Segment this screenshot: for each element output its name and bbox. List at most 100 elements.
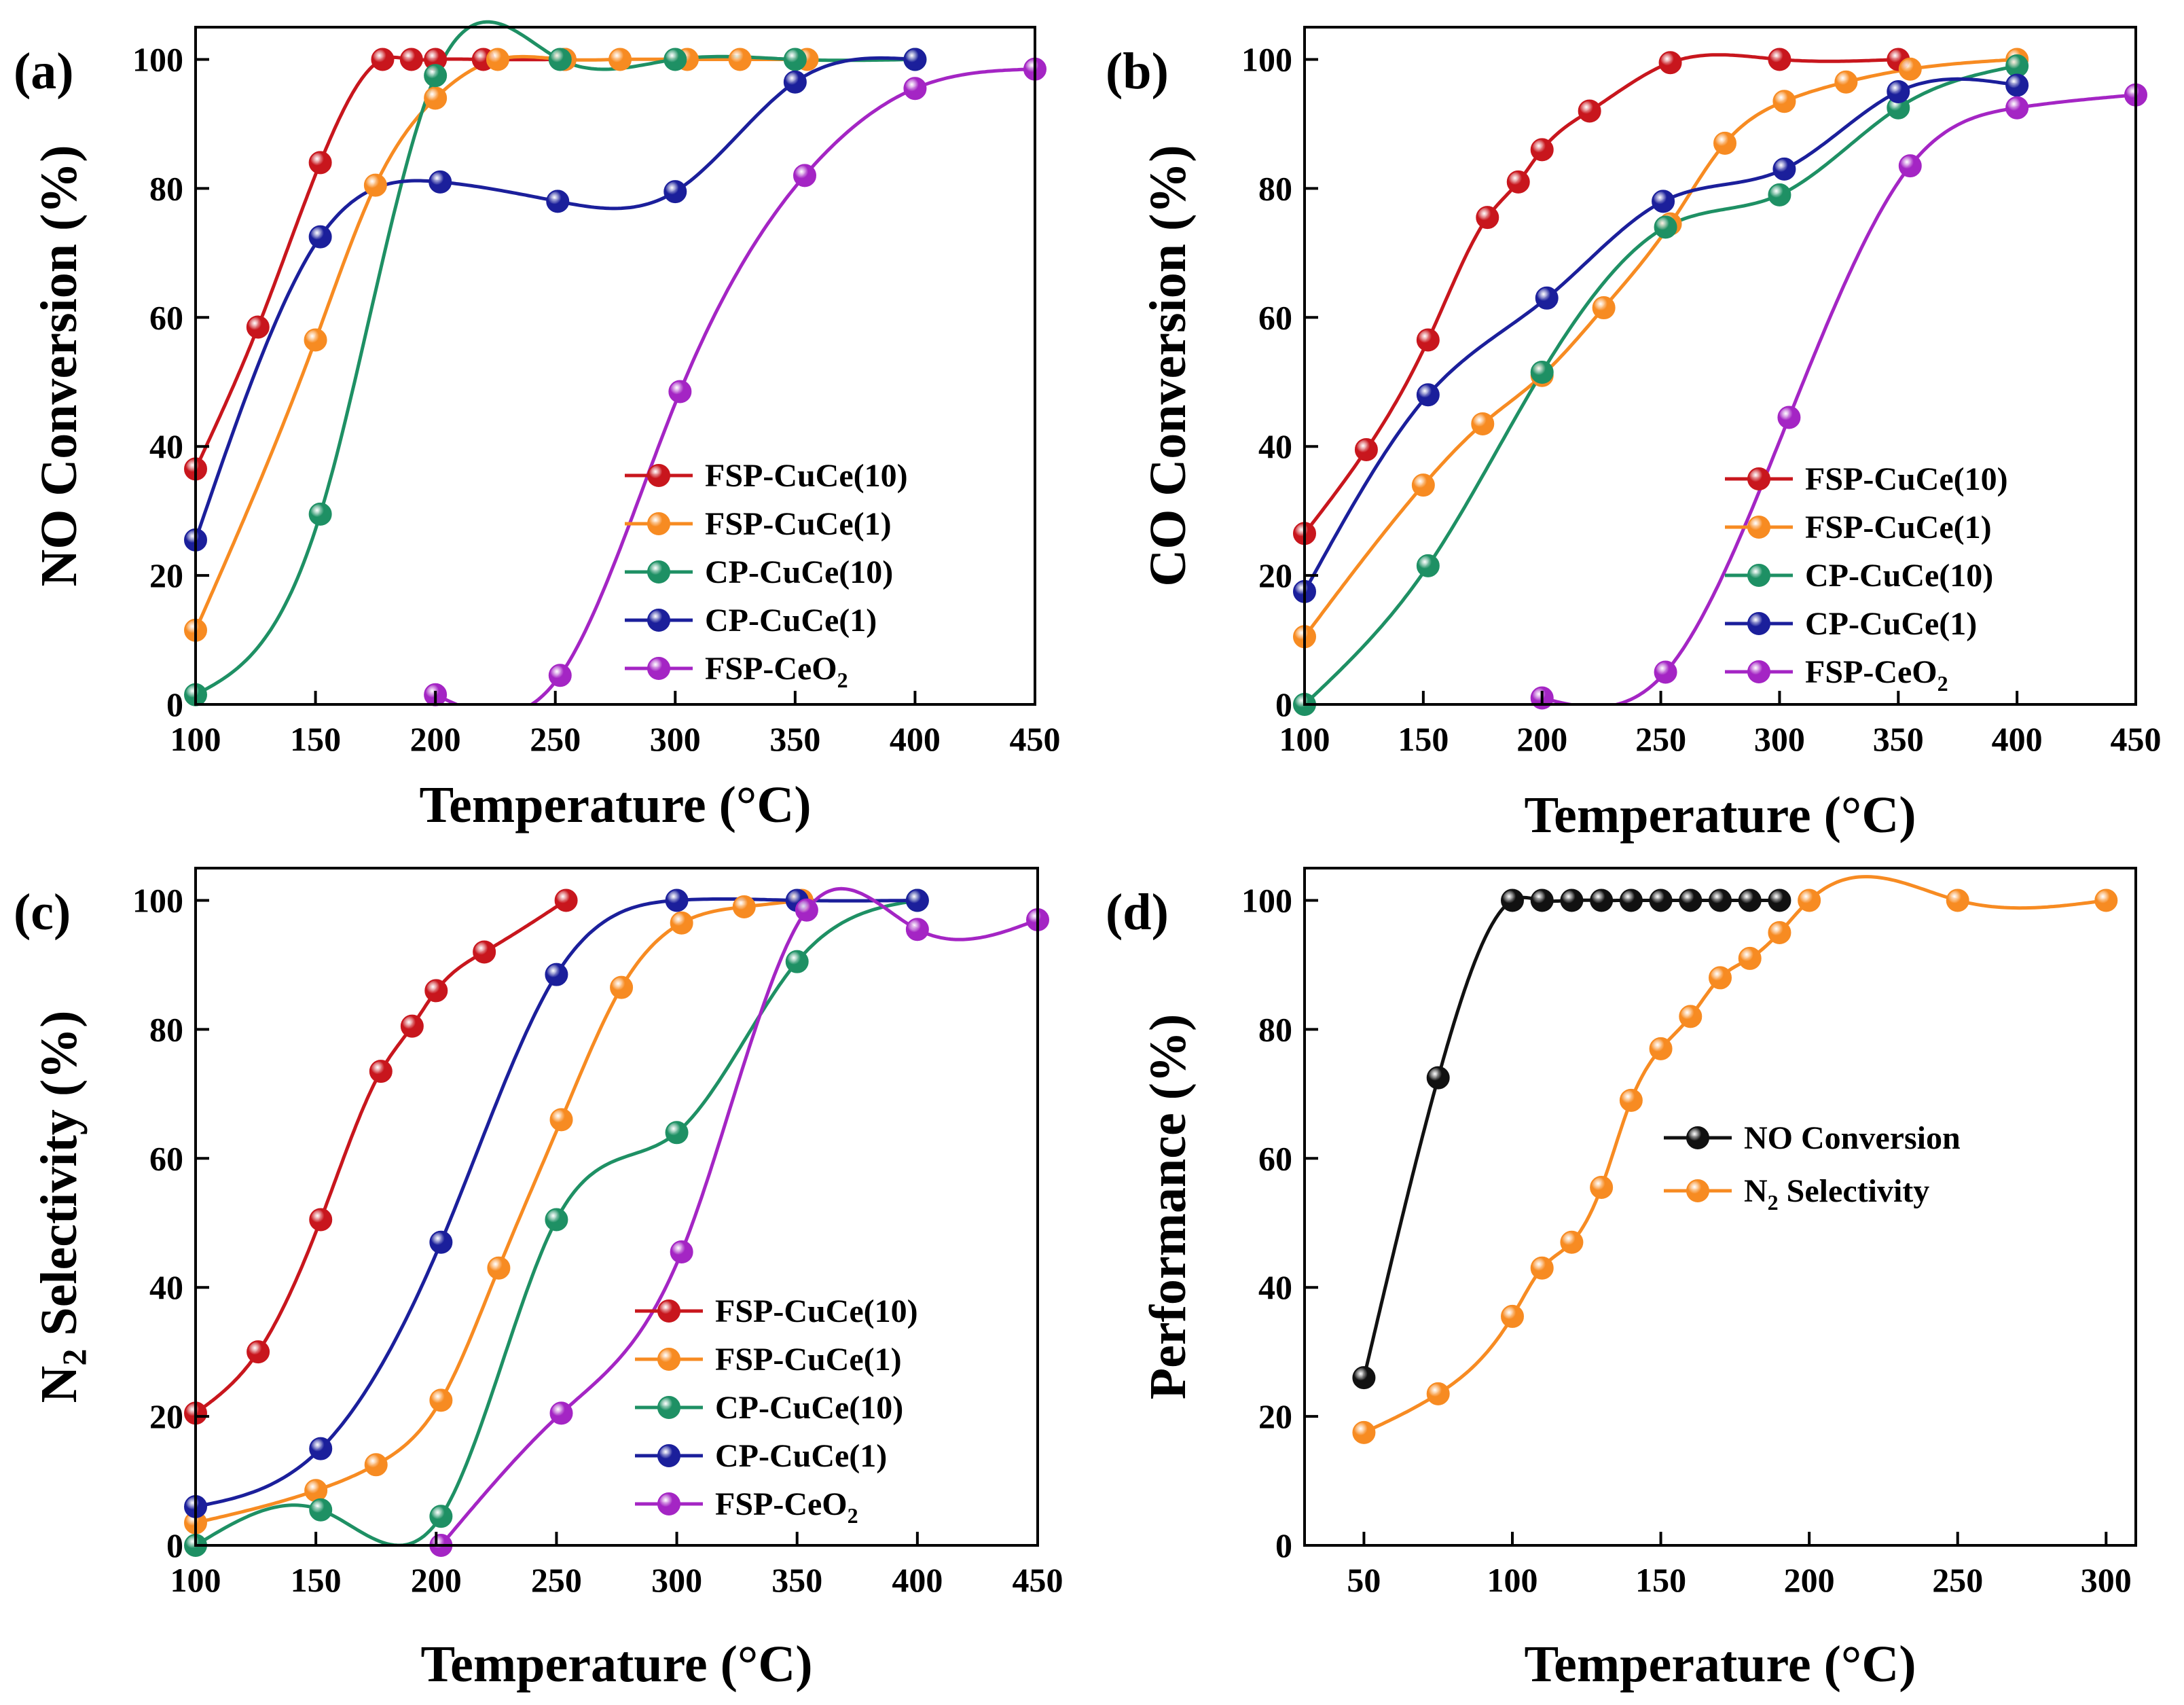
y-tick-label: 80	[149, 1010, 183, 1048]
data-point	[1898, 57, 1922, 81]
x-tick-label: 300	[2081, 1561, 2132, 1599]
x-tick-label: 450	[2111, 720, 2162, 758]
legend-label: FSP-CuCe(1)	[705, 506, 892, 542]
data-point	[1772, 90, 1796, 113]
data-point	[1560, 889, 1584, 912]
legend-marker	[1747, 564, 1770, 587]
data-point	[1506, 170, 1530, 194]
x-tick-label: 50	[1347, 1561, 1381, 1599]
data-point	[1713, 131, 1736, 155]
data-point	[429, 1388, 453, 1412]
data-point	[308, 225, 332, 249]
series-line-FSP-CeO	[439, 886, 1038, 1545]
data-point	[429, 1505, 453, 1528]
x-tick-label: 200	[411, 1561, 462, 1599]
data-point	[308, 502, 332, 526]
data-point	[549, 1401, 573, 1425]
data-point	[905, 918, 929, 941]
legend-subscript: 2	[848, 1503, 858, 1528]
data-point	[665, 1121, 689, 1145]
legend-label: FSP-CuCe(1)	[1805, 509, 1992, 545]
legend-label: CP-CuCe(1)	[715, 1438, 887, 1474]
data-point	[1426, 1382, 1450, 1405]
x-tick-label: 450	[1013, 1561, 1063, 1599]
data-point	[1530, 889, 1554, 912]
y-title-part: N	[31, 1366, 88, 1403]
x-axis-title: Temperature (°C)	[419, 776, 811, 833]
data-point	[554, 889, 578, 912]
data-point	[1777, 406, 1801, 429]
legend-part: Selectivity	[1779, 1173, 1930, 1209]
data-point	[548, 664, 572, 687]
data-point	[793, 164, 816, 187]
legend-marker	[647, 464, 670, 487]
panel-d: 50 100 150 200 250 300 0 20 40 60 80 100 (d) Temperat…	[1106, 867, 2137, 1693]
y-tick-label: 40	[1258, 427, 1292, 465]
plot-frame	[194, 26, 1036, 706]
legend-part: CP-CuCe(1)	[715, 1438, 887, 1474]
x-tick-label: 250	[1635, 720, 1686, 758]
series-line-CP-CuCe(10)	[196, 20, 915, 696]
x-tick-label: 400	[892, 1561, 943, 1599]
legend-marker	[1686, 1126, 1709, 1149]
data-point	[1578, 99, 1601, 123]
data-point	[1354, 437, 1378, 461]
legend-part: FSP-CeO	[1805, 654, 1937, 690]
x-tick-label: 250	[531, 1561, 582, 1599]
legend-marker	[657, 1492, 680, 1515]
legend-part: FSP-CuCe(1)	[1805, 509, 1992, 545]
data-point	[546, 190, 570, 213]
panel-label: (a)	[14, 43, 74, 100]
data-point	[1619, 889, 1643, 912]
legend-part: FSP-CuCe(1)	[715, 1342, 902, 1378]
data-point	[363, 173, 387, 197]
x-tick-label: 150	[1635, 1561, 1686, 1599]
data-point	[1471, 412, 1495, 435]
series-line-n2-selectivity	[1363, 875, 2107, 1435]
data-point	[1476, 206, 1499, 230]
plot-frame	[1303, 867, 2137, 1547]
legend-label: FSP-CuCe(1)	[715, 1342, 902, 1378]
legend-part: CP-CuCe(1)	[1805, 606, 1977, 642]
data-point	[1946, 889, 1969, 912]
legend-label: CP-CuCe(1)	[1805, 606, 1977, 642]
data-point	[2005, 96, 2029, 120]
series-line-FSP-CuCe(1)	[1305, 58, 2018, 638]
panel-c: 100 150 200 250 300 350 400 450 0 20 40 60 80 100 (c) T…	[14, 867, 1063, 1693]
legend-marker	[1747, 660, 1770, 683]
data-point	[1352, 1366, 1376, 1390]
legend-label: CP-CuCe(1)	[705, 603, 877, 639]
data-point	[364, 1453, 388, 1477]
data-point	[1652, 190, 1675, 213]
panel-a: 100 150 200 250 300 350 400 450 0 20 40 60 80 100 (a) T…	[14, 20, 1061, 833]
legend-part: FSP-CeO	[705, 651, 837, 687]
data-point	[1768, 889, 1791, 912]
legend-subscript: 2	[837, 668, 848, 692]
data-point	[304, 328, 327, 352]
data-point	[1426, 1066, 1450, 1090]
data-point	[1768, 920, 1791, 944]
legend-part: N	[1744, 1173, 1768, 1209]
data-point	[1887, 79, 1910, 103]
data-point	[1590, 1176, 1614, 1200]
y-tick-label: 60	[149, 1139, 183, 1177]
series-line-FSP-CuCe(1)	[196, 54, 807, 631]
legend-marker	[647, 657, 670, 680]
y-tick-label: 40	[149, 427, 183, 465]
y-tick-label: 0	[166, 685, 183, 723]
legend-part: CP-CuCe(10)	[1805, 558, 1993, 594]
x-tick-label: 100	[1487, 1561, 1538, 1599]
data-point	[1416, 383, 1440, 407]
data-point	[1738, 889, 1762, 912]
data-point	[246, 315, 270, 339]
legend-label: FSP-CeO2	[715, 1486, 858, 1528]
data-point	[429, 1230, 453, 1254]
y-title-part: Selectivity (%)	[31, 1011, 88, 1349]
x-tick-label: 200	[410, 720, 461, 758]
data-point	[903, 77, 927, 101]
y-axis-title: N2 Selectivity (%)	[31, 1011, 93, 1403]
panel-label: (b)	[1106, 43, 1169, 100]
data-point	[545, 1208, 568, 1232]
data-point	[1619, 1088, 1643, 1112]
data-point	[1411, 473, 1435, 497]
